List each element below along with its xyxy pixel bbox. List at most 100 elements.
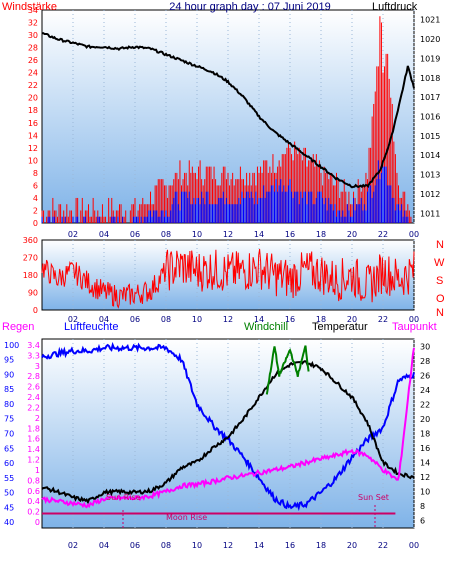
- panel-temperature-x-ticks: 02 04 06 08 10 12 14 16 18 20 22 00: [68, 541, 419, 550]
- humidity-tick: 55: [4, 474, 14, 483]
- pressure-tick: 1012: [420, 190, 440, 199]
- temperature-tick: 16: [420, 444, 430, 453]
- humidity-tick: 65: [4, 444, 14, 453]
- panel-direction-x-ticks: 02 04 06 08 10 12 14 16 18 20 22 00: [68, 315, 419, 324]
- x-tick: 02: [68, 315, 78, 324]
- rain-tick: 1.6: [27, 435, 40, 444]
- x-tick: 06: [130, 230, 140, 239]
- humidity-tick: 85: [4, 385, 14, 394]
- x-tick: 18: [316, 541, 326, 550]
- wind-bars: [41, 16, 412, 223]
- windchill-label: Windchill: [244, 321, 288, 333]
- humidity-label: Luftfeuchte: [64, 321, 118, 333]
- x-tick: 08: [161, 541, 171, 550]
- x-tick: 02: [68, 230, 78, 239]
- wind-tick: 12: [28, 144, 38, 153]
- pressure-axis-label: Luftdruck: [372, 1, 418, 13]
- pressure-tick: 1018: [420, 74, 440, 83]
- temperature-tick: 26: [420, 371, 430, 380]
- compass-n-top: N: [436, 239, 444, 251]
- temperature-line: [41, 360, 415, 505]
- direction-line: [41, 249, 415, 309]
- wind-tick: 34: [28, 6, 38, 15]
- x-tick: 18: [316, 230, 326, 239]
- temperature-tick: 12: [420, 473, 430, 482]
- wind-tick: 28: [28, 44, 38, 53]
- x-tick: 06: [130, 541, 140, 550]
- x-tick: 04: [99, 230, 109, 239]
- direction-axis-ticks: 360 270 180 90 0: [23, 236, 38, 315]
- pressure-tick: 1019: [420, 54, 440, 63]
- rain-tick: 2.8: [27, 372, 40, 381]
- x-tick: 12: [223, 230, 233, 239]
- x-tick: 04: [99, 315, 109, 324]
- wind-tick: 0: [33, 219, 38, 228]
- direction-tick: 360: [23, 236, 38, 245]
- sun-set-annotation: Sun Set: [358, 493, 389, 502]
- rain-tick: 0.8: [27, 476, 40, 485]
- compass-o: O: [436, 293, 445, 305]
- temperature-tick: 18: [420, 430, 430, 439]
- wind-tick: 14: [28, 131, 38, 140]
- windchill-line: [265, 345, 310, 395]
- humidity-tick: 80: [4, 400, 14, 409]
- rain-tick: 2.4: [27, 393, 40, 402]
- x-tick: 16: [285, 230, 295, 239]
- pressure-tick: 1013: [420, 171, 440, 180]
- humidity-tick: 70: [4, 430, 14, 439]
- x-tick: 14: [254, 541, 264, 550]
- x-tick: 14: [254, 315, 264, 324]
- temperature-tick: 22: [420, 400, 430, 409]
- wind-tick: 30: [28, 31, 38, 40]
- x-tick: 22: [378, 230, 388, 239]
- rain-tick: 3: [35, 362, 40, 371]
- compass-n-bottom: N: [436, 307, 444, 319]
- wind-tick: 16: [28, 119, 38, 128]
- dewpoint-line: [41, 347, 415, 509]
- compass-s: S: [436, 275, 443, 287]
- x-tick: 20: [347, 541, 357, 550]
- compass-w: W: [434, 257, 445, 269]
- rain-tick: 3.3: [27, 351, 40, 360]
- rain-tick: 1.2: [27, 456, 40, 465]
- panel-wind-x-ticks: 02 04 06 08 10 12 14 16 18 20 22 00: [68, 230, 419, 239]
- wind-tick: 24: [28, 69, 38, 78]
- x-tick: 22: [378, 541, 388, 550]
- panel-temperature: [41, 338, 415, 529]
- dewpoint-label: Taupunkt: [392, 321, 437, 333]
- moon-rise-annotation: Moon Rise: [166, 513, 207, 522]
- direction-tick: 180: [23, 271, 38, 280]
- sun-rise-annotation: Sun Rise: [106, 493, 141, 502]
- wind-tick: 2: [33, 206, 38, 215]
- x-tick: 14: [254, 230, 264, 239]
- wind-tick: 18: [28, 106, 38, 115]
- direction-tick: 90: [28, 289, 38, 298]
- rain-tick: 1.4: [27, 445, 40, 454]
- temperature-tick: 10: [420, 488, 430, 497]
- rain-tick: 1.8: [27, 424, 40, 433]
- x-tick: 12: [223, 315, 233, 324]
- x-tick: 06: [130, 315, 140, 324]
- humidity-tick: 45: [4, 503, 14, 512]
- x-tick: 10: [192, 541, 202, 550]
- humidity-tick: 90: [4, 370, 14, 379]
- x-tick: 00: [409, 315, 419, 324]
- humidity-tick: 50: [4, 489, 14, 498]
- wind-tick: 26: [28, 56, 38, 65]
- x-tick: 16: [285, 315, 295, 324]
- x-tick: 18: [316, 315, 326, 324]
- temperature-tick: 14: [420, 459, 430, 468]
- temperature-axis-ticks: 30 28 26 24 22 20 18 16 14 12 10 8 6: [420, 342, 430, 525]
- rain-tick: 2.6: [27, 383, 40, 392]
- rain-tick: 0.6: [27, 487, 40, 496]
- temperature-tick: 28: [420, 357, 430, 366]
- humidity-tick: 60: [4, 459, 14, 468]
- pressure-tick: 1011: [420, 209, 440, 218]
- pressure-tick: 1015: [420, 132, 440, 141]
- chart-title: 24 hour graph day : 07 Juni 2019: [169, 1, 330, 13]
- pressure-tick: 1021: [420, 16, 440, 25]
- humidity-axis-ticks: 100 95 90 85 80 75 70 65 60 55 50 45 40: [4, 341, 19, 527]
- temperature-tick: 8: [420, 502, 425, 511]
- temperature-tick: 24: [420, 386, 430, 395]
